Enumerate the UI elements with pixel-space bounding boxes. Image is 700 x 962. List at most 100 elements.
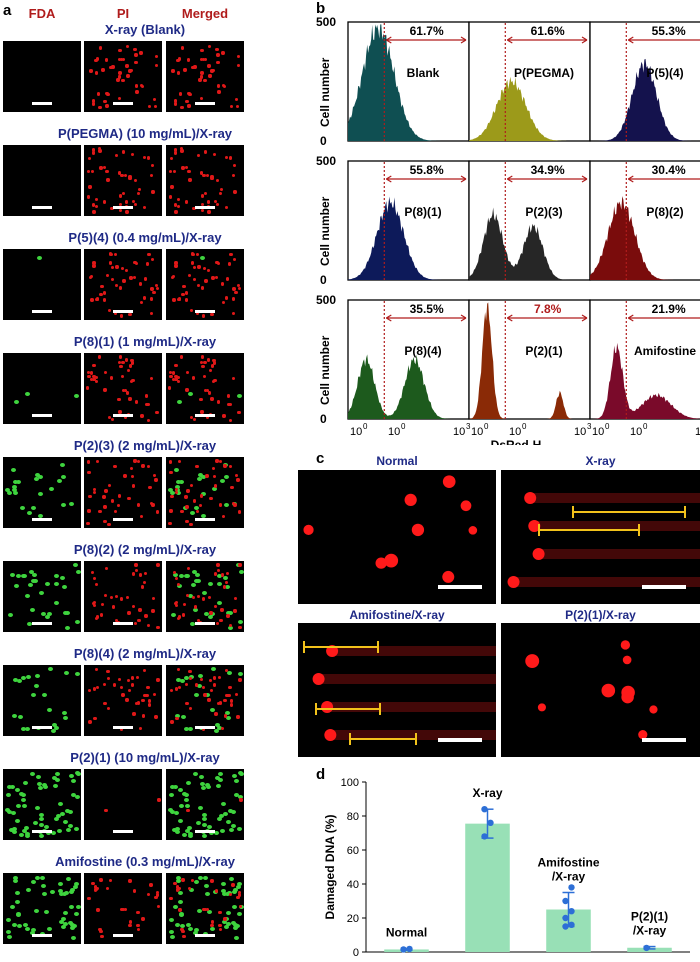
y-tick-0: 0 <box>320 273 327 287</box>
x-tick-exponent: 3 <box>587 422 592 431</box>
histogram-fill <box>348 24 469 141</box>
scale-bar <box>195 622 215 625</box>
comet-tail <box>513 577 700 587</box>
histogram-sample-name: P(8)(2) <box>646 205 683 219</box>
scale-bar <box>113 206 133 209</box>
comet-image-title: P(2)(1)/X-ray <box>565 608 636 622</box>
comet-image-title: Amifostine/X-ray <box>349 608 445 622</box>
scale-bar <box>195 414 215 417</box>
gate-arrowheads <box>385 36 467 44</box>
bar <box>627 947 672 952</box>
condition-label: P(8)(1) (1 mg/mL)/X-ray <box>73 334 217 349</box>
condition-label: Amifostine (0.3 mg/mL)/X-ray <box>55 854 235 869</box>
gate-arrowheads <box>506 314 588 322</box>
category-label: /X-ray <box>633 924 667 938</box>
histogram-fill <box>469 207 590 280</box>
panel-c-letter: c <box>316 450 325 467</box>
gate-percentage: 61.6% <box>531 24 565 38</box>
comet-tail <box>330 730 496 740</box>
cell-nucleus <box>442 475 456 488</box>
cell-nucleus <box>460 500 472 512</box>
x-tick-label: 10 <box>509 426 521 438</box>
scale-bar <box>113 102 133 105</box>
histogram-fill <box>348 354 469 419</box>
comet-tail <box>318 674 496 684</box>
micrograph-fda <box>3 145 81 216</box>
condition-label: X-ray (Blank) <box>104 22 186 37</box>
bar <box>465 823 510 952</box>
comet-head <box>321 701 334 713</box>
micrograph-fda <box>3 353 81 424</box>
panel-b-letter: b <box>316 0 326 17</box>
gate-arrowheads <box>385 175 467 183</box>
gate-percentage: 30.4% <box>652 163 686 177</box>
scale-bar <box>32 102 52 105</box>
scale-bar <box>32 310 52 313</box>
cell-nucleus <box>620 640 631 650</box>
y-tick-500: 500 <box>316 293 336 307</box>
scale-bar <box>32 206 52 209</box>
histogram-sample-name: P(8)(4) <box>404 344 441 358</box>
histogram-fill <box>590 58 700 141</box>
data-point <box>643 944 650 952</box>
comet-image <box>298 470 496 604</box>
histogram-fill <box>590 196 700 280</box>
condition-label: P(8)(4) (2 mg/mL)/X-ray <box>73 646 217 661</box>
y-tick-label: 20 <box>347 913 359 925</box>
micrograph-fda <box>3 41 81 112</box>
scale-bar <box>438 585 482 589</box>
cell-nucleus <box>468 526 478 535</box>
x-tick-label: 10 <box>592 426 604 438</box>
gate-percentage: 34.9% <box>531 163 565 177</box>
scale-bar <box>32 830 52 833</box>
gate-arrowheads <box>627 175 634 183</box>
scale-bar <box>113 622 133 625</box>
y-tick-label: 60 <box>347 845 359 857</box>
data-point <box>400 946 407 953</box>
scale-bar <box>113 830 133 833</box>
column-head-pi: PI <box>116 6 130 21</box>
gate-percentage: 55.3% <box>652 24 686 38</box>
cell-nucleus <box>622 655 632 665</box>
x-axis-label: DsRed-H <box>491 438 542 445</box>
x-tick-label: 10 <box>471 426 483 438</box>
micrograph-merged <box>166 41 244 112</box>
micrograph-fda <box>3 249 81 320</box>
micrograph-fda <box>3 665 81 736</box>
condition-label: P(2)(1) (10 mg/mL)/X-ray <box>70 750 220 765</box>
scale-bar <box>438 738 482 742</box>
x-tick-exponent: 0 <box>605 422 610 431</box>
micrograph-fda <box>3 769 81 840</box>
y-tick-label: 80 <box>347 811 359 823</box>
cell-nucleus <box>638 730 648 740</box>
comet-head <box>312 673 325 685</box>
micrograph-fda <box>3 873 81 944</box>
comet-tail <box>534 521 700 531</box>
x-tick-label: 10 <box>453 426 465 438</box>
gate-percentage: 35.5% <box>410 302 444 316</box>
y-axis-label: Cell number <box>318 335 332 405</box>
scale-bar <box>32 518 52 521</box>
micrograph-pi <box>84 665 162 736</box>
category-label: X-ray <box>472 786 502 800</box>
cell-nucleus <box>525 654 540 669</box>
comet-image <box>298 623 496 757</box>
scale-bar <box>113 726 133 729</box>
comet-tail <box>327 702 496 712</box>
y-axis-label: Cell number <box>318 57 332 127</box>
data-point <box>568 884 575 891</box>
x-tick-exponent: 0 <box>401 422 406 431</box>
cell-nucleus <box>601 683 616 698</box>
cell-nucleus <box>442 570 455 583</box>
x-tick-label: 10 <box>574 426 586 438</box>
gate-percentage: 55.8% <box>410 163 444 177</box>
histogram-fill <box>469 302 590 419</box>
histogram-fill <box>348 196 469 280</box>
y-tick-500: 500 <box>316 15 336 29</box>
comet-head <box>324 729 337 741</box>
histogram-sample-name: P(2)(1) <box>525 344 562 358</box>
scale-bar <box>113 414 133 417</box>
scale-bar <box>195 518 215 521</box>
histogram-sample-name: P(PEGMA) <box>514 66 574 80</box>
comet-image-title: X-ray <box>585 454 616 468</box>
